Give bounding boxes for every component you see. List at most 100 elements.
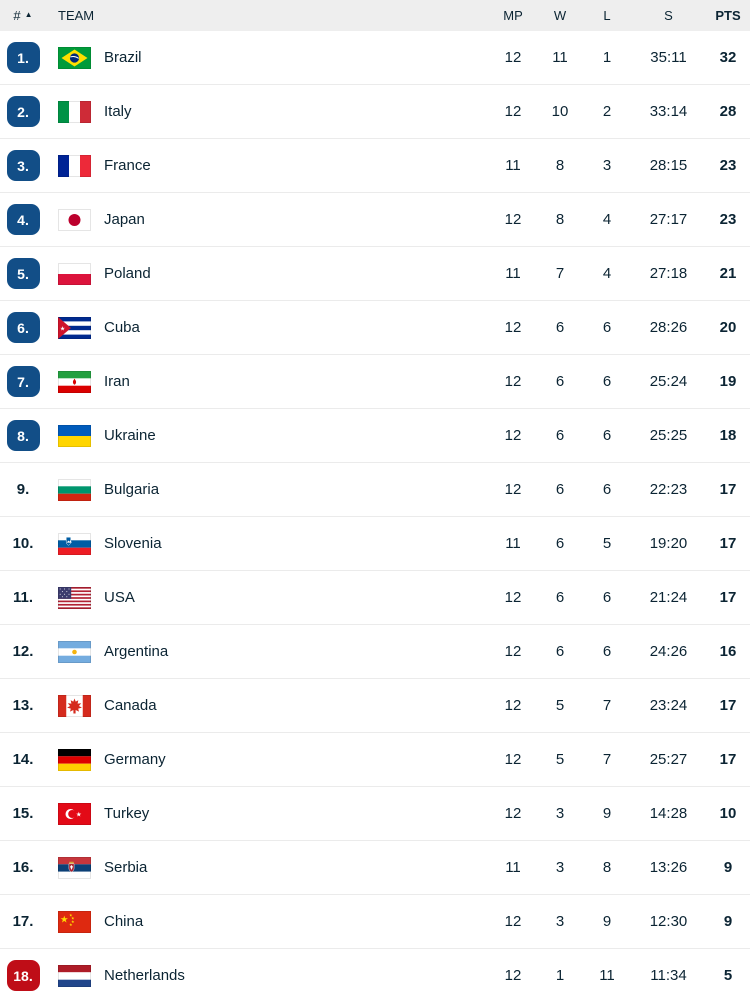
table-row[interactable]: 13. Canada 12 5 7 23:24 17	[0, 679, 750, 733]
svg-text:★: ★	[69, 922, 73, 927]
sets-value: 22:23	[649, 481, 688, 498]
team-name[interactable]: Canada	[104, 697, 157, 714]
team-name[interactable]: Japan	[104, 211, 145, 228]
team-name[interactable]: Ukraine	[104, 427, 156, 444]
matches-played-value: 12	[504, 211, 522, 228]
row-values: 12 6 6 25:24 19	[490, 373, 750, 390]
row-values: 12 6 6 24:26 16	[490, 643, 750, 660]
rank-cell: 1.	[0, 42, 46, 73]
points-value: 17	[719, 589, 737, 606]
table-row[interactable]: 17. ★ ★ ★ ★ ★ China 12 3 9 12:30 9	[0, 895, 750, 949]
team-name[interactable]: Slovenia	[104, 535, 162, 552]
team-name[interactable]: Turkey	[104, 805, 150, 822]
column-header-l[interactable]: L	[603, 8, 611, 23]
table-row[interactable]: 7. Iran 12 6 6 25:24 19	[0, 355, 750, 409]
rank-cell: 7.	[0, 366, 46, 397]
team-name[interactable]: France	[104, 157, 151, 174]
points-value: 17	[719, 751, 737, 768]
table-row[interactable]: 12. Argentina 12 6 6 24:26 16	[0, 625, 750, 679]
brazil-flag-icon	[58, 46, 91, 69]
rank-badge: 10.	[12, 535, 34, 552]
slovenia-flag-icon	[58, 532, 91, 555]
matches-played-value: 12	[504, 967, 522, 984]
rank-badge: 16.	[12, 859, 34, 876]
sets-value: 24:26	[649, 643, 688, 660]
column-header-mp[interactable]: MP	[503, 8, 523, 23]
table-row[interactable]: 1. Brazil 12 11 1 35:11 32	[0, 31, 750, 85]
table-row[interactable]: 3. France 11 8 3 28:15 23	[0, 139, 750, 193]
row-values: 12 11 1 35:11 32	[490, 49, 750, 66]
wins-value: 3	[555, 805, 565, 822]
team-name[interactable]: Serbia	[104, 859, 148, 876]
table-row[interactable]: 9. Bulgaria 12 6 6 22:23 17	[0, 463, 750, 517]
column-header-s[interactable]: S	[664, 8, 673, 23]
rank-badge: 15.	[12, 805, 34, 822]
rank-badge: 9.	[16, 481, 30, 498]
column-header-w[interactable]: W	[553, 8, 567, 23]
losses-value: 6	[602, 319, 612, 336]
bulgaria-flag-icon	[58, 478, 91, 501]
matches-played-value: 12	[504, 913, 522, 930]
matches-played-value: 11	[505, 859, 521, 876]
team-name[interactable]: Germany	[104, 751, 166, 768]
svg-text:★: ★	[76, 811, 82, 818]
table-row[interactable]: 15. ★ Turkey 12 3 9 14:28 10	[0, 787, 750, 841]
wins-value: 1	[555, 967, 565, 984]
losses-value: 6	[602, 427, 612, 444]
matches-played-value: 11	[505, 265, 521, 282]
wins-value: 6	[555, 373, 565, 390]
team-name[interactable]: USA	[104, 589, 135, 606]
team-name[interactable]: Poland	[104, 265, 151, 282]
column-header-rank[interactable]: # ▲	[0, 8, 46, 23]
team-name[interactable]: Argentina	[104, 643, 169, 660]
rank-cell: 6.	[0, 312, 46, 343]
table-row[interactable]: 16. Serbia 11 3 8 13:26 9	[0, 841, 750, 895]
team-name[interactable]: Cuba	[104, 319, 140, 336]
team-name[interactable]: Netherlands	[104, 967, 185, 984]
matches-played-value: 12	[504, 481, 522, 498]
column-header-pts[interactable]: PTS	[715, 8, 741, 23]
rank-cell: 8.	[0, 420, 46, 451]
table-row[interactable]: 4. Japan 12 8 4 27:17 23	[0, 193, 750, 247]
losses-value: 4	[602, 211, 612, 228]
team-name[interactable]: China	[104, 913, 144, 930]
argentina-flag-icon	[58, 640, 91, 663]
poland-flag-icon	[58, 262, 91, 285]
table-row[interactable]: 8. Ukraine 12 6 6 25:25 18	[0, 409, 750, 463]
points-value: 23	[719, 157, 737, 174]
losses-value: 9	[602, 913, 612, 930]
row-values: 12 5 7 23:24 17	[490, 697, 750, 714]
team-name[interactable]: Brazil	[104, 49, 142, 66]
wins-value: 6	[555, 643, 565, 660]
wins-value: 3	[555, 859, 565, 876]
table-row[interactable]: 2. Italy 12 10 2 33:14 28	[0, 85, 750, 139]
team-name[interactable]: Italy	[104, 103, 132, 120]
wins-value: 5	[555, 697, 565, 714]
france-flag-icon	[58, 154, 91, 177]
row-values: 11 3 8 13:26 9	[490, 859, 750, 876]
table-row[interactable]: 11. USA 12 6 6 21:24 17	[0, 571, 750, 625]
table-row[interactable]: 14. Germany 12 5 7 25:27 17	[0, 733, 750, 787]
row-values: 12 6 6 28:26 20	[490, 319, 750, 336]
rank-badge: 11.	[12, 589, 34, 606]
team-name[interactable]: Bulgaria	[104, 481, 160, 498]
sets-value: 28:15	[649, 157, 688, 174]
table-row[interactable]: 18. Netherlands 12 1 11 11:34 5	[0, 949, 750, 1000]
sort-ascending-icon: ▲	[24, 9, 33, 19]
points-value: 21	[719, 265, 737, 282]
numeric-column-headers: MP W L S PTS	[490, 8, 750, 23]
losses-value: 2	[602, 103, 612, 120]
table-row[interactable]: 5. Poland 11 7 4 27:18 21	[0, 247, 750, 301]
table-row[interactable]: 6. ★ Cuba 12 6 6 28:26 20	[0, 301, 750, 355]
column-header-team[interactable]: TEAM	[58, 8, 95, 23]
table-row[interactable]: 10. Slovenia 11 6 5 19:20 17	[0, 517, 750, 571]
rank-badge: 5.	[6, 258, 40, 289]
sets-value: 19:20	[649, 535, 688, 552]
losses-value: 5	[602, 535, 612, 552]
iran-flag-icon	[58, 370, 91, 393]
team-name[interactable]: Iran	[104, 373, 130, 390]
points-value: 23	[719, 211, 737, 228]
losses-value: 7	[602, 697, 612, 714]
rank-cell: 12.	[0, 636, 46, 667]
matches-played-value: 12	[504, 373, 522, 390]
